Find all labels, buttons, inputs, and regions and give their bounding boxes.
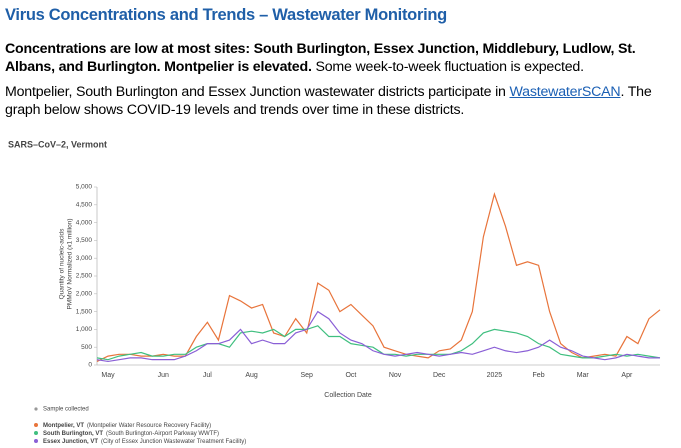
y-tick-label: 4,500 — [76, 202, 93, 209]
y-tick-label: 1,000 — [76, 326, 93, 333]
y-tick-label: 1,500 — [76, 308, 93, 315]
y-tick-label: 3,000 — [76, 255, 93, 262]
legend-label: South Burlington, VT (South Burlington-Ai… — [43, 431, 219, 437]
legend-description: (Montpelier Water Resource Recovery Faci… — [87, 423, 211, 429]
legend-label: Essex Junction, VT (City of Essex Junctio… — [43, 439, 246, 445]
x-tick-label: Aug — [245, 372, 258, 379]
y-tick-label: 5,000 — [76, 184, 93, 191]
data-line — [96, 325, 661, 361]
y-tick-label: 0 — [88, 362, 92, 369]
y-tick-label: 3,500 — [76, 237, 93, 244]
page-title: Virus Concentrations and Trends – Wastew… — [5, 6, 447, 24]
legend-marker — [34, 423, 38, 427]
y-tick-label: 500 — [81, 344, 92, 351]
legend-marker — [34, 431, 38, 435]
legend-name: Essex Junction, VT — [43, 439, 98, 445]
x-tick-label: Dec — [433, 372, 446, 379]
y-tick-label: 2,500 — [76, 273, 93, 280]
x-tick-label: 2025 — [487, 372, 503, 379]
legend-marker — [34, 407, 38, 411]
chart: SARS–CoV–2, Vermont Collection Date Quan… — [8, 139, 661, 445]
x-tick-label: May — [101, 372, 115, 379]
y-axis-label: Quantity of nucleic-acids — [59, 228, 66, 300]
x-tick-label: Jul — [203, 372, 212, 379]
legend-name: South Burlington, VT — [43, 431, 103, 437]
y-axis-label: PMMoV Normalized (x1 million) — [67, 218, 74, 309]
x-tick-label: Nov — [389, 372, 402, 379]
x-tick-label: Feb — [533, 372, 545, 379]
summary-bold: Concentrations are low at most sites: So… — [5, 41, 636, 75]
legend-description: (South Burlington-Airport Parkway WWTF) — [106, 431, 219, 437]
x-tick-label: Jun — [158, 372, 169, 379]
data-line — [96, 310, 660, 363]
x-tick-label: Oct — [345, 372, 356, 379]
description-text: Montpelier, South Burlington and Essex J… — [5, 84, 506, 100]
legend-label: Montpelier, VT (Montpelier Water Resource… — [43, 423, 211, 429]
legend-description: (City of Essex Junction Wastewater Treat… — [101, 439, 246, 445]
wastewaterscan-link[interactable]: WastewaterSCAN — [509, 84, 621, 100]
description: Montpelier, South Burlington and Essex J… — [5, 83, 677, 119]
x-tick-label: Apr — [621, 372, 633, 379]
legend-name: Montpelier, VT — [43, 423, 84, 429]
x-axis-label: Collection Date — [324, 392, 372, 399]
x-tick-label: Sep — [301, 372, 314, 379]
legend-marker — [34, 439, 38, 443]
chart-title: SARS–CoV–2, Vermont — [8, 139, 107, 149]
legend-label: Sample collected — [43, 407, 89, 413]
y-tick-label: 2,000 — [76, 291, 93, 298]
x-tick-label: Mar — [577, 372, 590, 379]
summary-text: Some week-to-week fluctuation is expecte… — [315, 59, 584, 75]
data-line — [96, 192, 661, 362]
description-text: . The graph below shows COVID-19 levels … — [5, 84, 652, 118]
y-tick-label: 4,000 — [76, 219, 93, 226]
summary: Concentrations are low at most sites: So… — [5, 40, 677, 76]
